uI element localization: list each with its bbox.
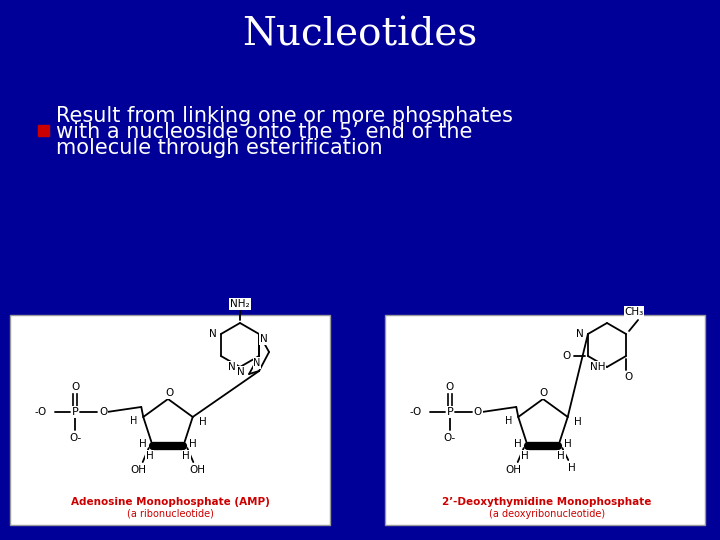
Text: N: N bbox=[228, 362, 236, 372]
Text: H: H bbox=[139, 439, 147, 449]
Text: H: H bbox=[130, 416, 137, 426]
Text: with a nucleoside onto the 5’ end of the: with a nucleoside onto the 5’ end of the bbox=[56, 122, 472, 142]
Text: O: O bbox=[540, 388, 548, 398]
Text: O: O bbox=[563, 351, 571, 361]
Text: O: O bbox=[165, 388, 173, 398]
Text: H: H bbox=[564, 439, 572, 449]
Text: Nucleotides: Nucleotides bbox=[243, 17, 477, 53]
Text: O: O bbox=[474, 407, 482, 417]
Text: H: H bbox=[514, 439, 521, 449]
Text: H: H bbox=[182, 451, 190, 461]
Text: H: H bbox=[568, 463, 576, 473]
Text: O-: O- bbox=[444, 433, 456, 443]
Text: N: N bbox=[237, 367, 245, 377]
Text: OH: OH bbox=[505, 465, 522, 475]
Text: O: O bbox=[71, 382, 79, 392]
Text: H: H bbox=[146, 451, 153, 461]
Text: molecule through esterification: molecule through esterification bbox=[56, 138, 382, 158]
Text: NH: NH bbox=[590, 362, 606, 372]
Text: H: H bbox=[557, 451, 565, 461]
Bar bbox=[10, 315, 330, 525]
Text: H: H bbox=[521, 451, 528, 461]
Text: -O: -O bbox=[410, 407, 422, 417]
Text: CH₃: CH₃ bbox=[624, 307, 644, 317]
Text: (a ribonucleotide): (a ribonucleotide) bbox=[127, 509, 213, 519]
Text: Adenosine Monophosphate (AMP): Adenosine Monophosphate (AMP) bbox=[71, 497, 269, 507]
Text: O: O bbox=[99, 407, 107, 417]
Text: N: N bbox=[576, 329, 584, 339]
Bar bbox=[385, 315, 705, 525]
Text: N: N bbox=[209, 329, 217, 339]
Text: Result from linking one or more phosphates: Result from linking one or more phosphat… bbox=[56, 106, 513, 126]
Text: N: N bbox=[260, 334, 268, 344]
Text: OH: OH bbox=[131, 465, 147, 475]
Text: O: O bbox=[446, 382, 454, 392]
Text: O: O bbox=[624, 372, 632, 382]
Text: H: H bbox=[505, 416, 512, 426]
Text: H: H bbox=[574, 417, 582, 427]
Text: P: P bbox=[446, 407, 454, 417]
Text: 2’-Deoxythymidine Monophosphate: 2’-Deoxythymidine Monophosphate bbox=[442, 497, 652, 507]
Text: OH: OH bbox=[189, 465, 205, 475]
FancyBboxPatch shape bbox=[38, 125, 49, 136]
Text: O-: O- bbox=[69, 433, 81, 443]
Text: H: H bbox=[189, 439, 197, 449]
Text: -O: -O bbox=[35, 407, 47, 417]
Text: H: H bbox=[199, 417, 207, 427]
Text: (a deoxyribonucleotide): (a deoxyribonucleotide) bbox=[489, 509, 605, 519]
Text: N: N bbox=[253, 358, 261, 368]
Text: P: P bbox=[71, 407, 78, 417]
Text: NH₂: NH₂ bbox=[230, 299, 250, 309]
